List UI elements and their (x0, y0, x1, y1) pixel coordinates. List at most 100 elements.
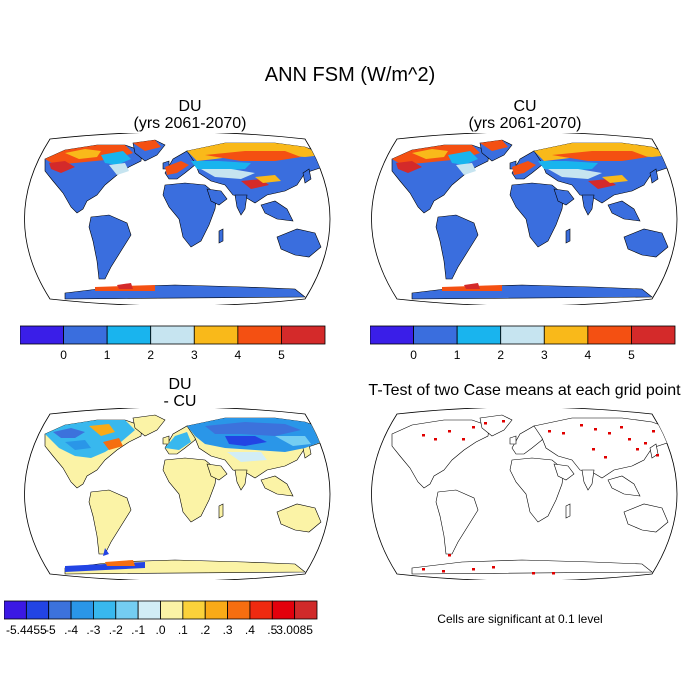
diff-colorbar: -5.4455.-5 .-4 .-3 .-2 .-1 .0 .1 .2 .3 .4 .53.0085 (4, 600, 318, 637)
ttest-land-australia (623, 503, 669, 533)
ttest-shade-18 (592, 448, 595, 451)
ttest-shade-24 (492, 566, 495, 569)
ttest-land-nz (673, 529, 677, 543)
diff-cbar-swatch-7 (160, 600, 184, 620)
diff-cbar-swatch-9 (204, 600, 228, 620)
ttest-shade-10 (594, 428, 597, 431)
ttest-land-asia (533, 417, 675, 479)
ttest-title: T-Test of two Case means at each grid po… (368, 382, 681, 399)
ttest-land-uk (509, 435, 517, 445)
du-shade-3 (101, 151, 131, 165)
cu-cbar-tick-3: 3 (541, 348, 548, 362)
du-shade-8 (191, 161, 251, 171)
cu-shade-9 (548, 169, 602, 179)
du-land-nz (326, 254, 330, 268)
diff-cbar-swatch-12 (271, 600, 296, 620)
cu-shade-10 (512, 161, 536, 175)
du-shade-7 (205, 151, 301, 161)
diff-cbar-tick-9: .3 (223, 623, 233, 637)
main-title: ANN FSM (W/m^2) (264, 64, 436, 86)
du-land-india (234, 194, 248, 216)
cu-cbar-swatch-0 (370, 325, 414, 345)
du-title: DU (178, 98, 202, 115)
cu-shade-5 (480, 140, 508, 151)
du-cbar-swatch-2 (106, 325, 152, 345)
ttest-land-africa (509, 457, 565, 523)
ttest-land-samerica (435, 489, 479, 555)
cu-title: CU (513, 98, 537, 115)
ttest-land-arabia (553, 463, 575, 481)
du-cbar-tick-3: 3 (191, 348, 198, 362)
cu-cbar-tick-5: 5 (628, 348, 635, 362)
diff-cbar-tick-8: .2 (200, 623, 210, 637)
cu-cbar-swatch-2 (456, 325, 502, 345)
diff-panel-title: DU - CU (35, 376, 325, 410)
diff-shade-13 (105, 560, 135, 566)
ttest-shade-16 (652, 430, 655, 433)
ttest-shade-9 (580, 424, 583, 427)
cu-subtitle: (yrs 2061-2070) (468, 115, 582, 132)
ttest-shade-1 (434, 438, 437, 441)
cu-land-australia (623, 228, 669, 258)
cu-shade-7 (552, 151, 648, 161)
diff-cbar-tick-7: .1 (178, 623, 188, 637)
diff-land-greenland (132, 414, 166, 437)
du-shade-4 (109, 163, 129, 175)
du-shade-14 (117, 283, 133, 289)
cu-land-japan (649, 168, 659, 184)
ttest-map (371, 408, 678, 580)
du-land-africa (162, 182, 218, 248)
ttest-shade-26 (552, 572, 555, 575)
diff-land-madagascar (218, 503, 224, 519)
diff-cbar-tick-11: .5 (267, 623, 277, 637)
cu-land-madagascar (565, 228, 571, 244)
diff-cbar-tick-10: .4 (245, 623, 255, 637)
du-land-seasia (260, 200, 294, 222)
cu-map (371, 133, 678, 305)
significance-note: Cells are significant at 0.1 level (437, 612, 603, 626)
ttest-shade-13 (628, 438, 631, 441)
cu-colorbar: 0 1 2 3 4 5 (370, 325, 676, 362)
du-cbar-tick-0: 0 (60, 348, 67, 362)
cu-shade-4 (456, 163, 476, 175)
diff-shade-4 (103, 438, 123, 450)
diff-shade-3 (65, 440, 91, 450)
diff-land-australia (276, 503, 322, 533)
du-shade-1 (65, 149, 101, 159)
du-cbar-tick-1: 1 (104, 348, 111, 362)
diff-cbar-tick-3: .-3 (86, 623, 100, 637)
du-shade-12 (255, 175, 281, 183)
ttest-land-seasia (607, 475, 641, 497)
diff-shade-1 (53, 428, 85, 438)
ttest-shade-14 (636, 448, 639, 451)
diff-cbar-swatch-0 (4, 600, 27, 620)
diff-cbar-swatch-4 (93, 600, 117, 620)
diff-cbar-tick-0: -5.4455 (6, 623, 47, 637)
ttest-shade-8 (562, 432, 565, 435)
cu-cbar-tick-1: 1 (454, 348, 461, 362)
ttest-shade-6 (502, 420, 505, 423)
cu-shade-2 (396, 161, 422, 173)
ttest-land-namerica (391, 419, 490, 489)
du-cbar-swatch-3 (150, 325, 195, 345)
diff-cbar-swatch-8 (182, 600, 206, 620)
ttest-shade-21 (422, 568, 425, 571)
diff-shade-7 (225, 436, 267, 446)
diff-land-arabia (206, 463, 228, 481)
du-land-madagascar (218, 228, 224, 244)
diff-land-india (234, 469, 248, 491)
ttest-shade-11 (608, 432, 611, 435)
cu-cbar-tick-2: 2 (497, 348, 504, 362)
ttest-shade-25 (532, 572, 535, 575)
ttest-shade-22 (442, 570, 445, 573)
du-cbar-tick-4: 4 (235, 348, 242, 362)
diff-shade-6 (205, 422, 301, 436)
cu-cbar-tick-0: 0 (410, 348, 417, 362)
ttest-shade-4 (472, 426, 475, 429)
diff-cbar-swatch-1 (25, 600, 50, 620)
cu-land-india (581, 194, 595, 216)
ttest-shade-3 (462, 438, 465, 441)
diff-shade-11 (103, 548, 109, 556)
diff-cbar-swatch-13 (294, 600, 318, 620)
ttest-land-europe (511, 425, 545, 455)
